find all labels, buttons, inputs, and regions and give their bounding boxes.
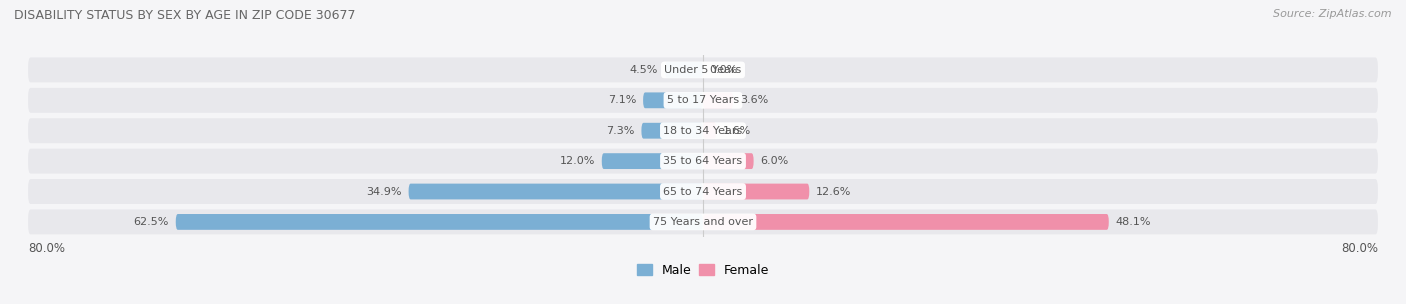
Text: 62.5%: 62.5%: [134, 217, 169, 227]
FancyBboxPatch shape: [176, 214, 703, 230]
FancyBboxPatch shape: [28, 149, 1378, 174]
Text: 12.0%: 12.0%: [560, 156, 595, 166]
FancyBboxPatch shape: [641, 123, 703, 139]
Text: 0.0%: 0.0%: [710, 65, 738, 75]
FancyBboxPatch shape: [28, 57, 1378, 82]
FancyBboxPatch shape: [28, 179, 1378, 204]
FancyBboxPatch shape: [665, 62, 703, 78]
Text: 12.6%: 12.6%: [815, 187, 852, 196]
FancyBboxPatch shape: [703, 92, 734, 108]
Text: 7.1%: 7.1%: [607, 95, 637, 105]
FancyBboxPatch shape: [703, 214, 1109, 230]
FancyBboxPatch shape: [643, 92, 703, 108]
FancyBboxPatch shape: [28, 209, 1378, 234]
Text: 35 to 64 Years: 35 to 64 Years: [664, 156, 742, 166]
Text: DISABILITY STATUS BY SEX BY AGE IN ZIP CODE 30677: DISABILITY STATUS BY SEX BY AGE IN ZIP C…: [14, 9, 356, 22]
FancyBboxPatch shape: [409, 184, 703, 199]
Text: 75 Years and over: 75 Years and over: [652, 217, 754, 227]
FancyBboxPatch shape: [602, 153, 703, 169]
Text: 34.9%: 34.9%: [367, 187, 402, 196]
Legend: Male, Female: Male, Female: [631, 259, 775, 282]
Text: 4.5%: 4.5%: [630, 65, 658, 75]
FancyBboxPatch shape: [28, 88, 1378, 113]
Text: Under 5 Years: Under 5 Years: [665, 65, 741, 75]
Text: 48.1%: 48.1%: [1115, 217, 1152, 227]
Text: 7.3%: 7.3%: [606, 126, 634, 136]
Text: Source: ZipAtlas.com: Source: ZipAtlas.com: [1274, 9, 1392, 19]
Text: 65 to 74 Years: 65 to 74 Years: [664, 187, 742, 196]
FancyBboxPatch shape: [703, 153, 754, 169]
Text: 80.0%: 80.0%: [1341, 242, 1378, 255]
FancyBboxPatch shape: [703, 123, 717, 139]
Text: 80.0%: 80.0%: [28, 242, 65, 255]
Text: 18 to 34 Years: 18 to 34 Years: [664, 126, 742, 136]
Text: 5 to 17 Years: 5 to 17 Years: [666, 95, 740, 105]
Text: 1.6%: 1.6%: [723, 126, 751, 136]
Text: 6.0%: 6.0%: [761, 156, 789, 166]
FancyBboxPatch shape: [703, 184, 810, 199]
FancyBboxPatch shape: [28, 118, 1378, 143]
Text: 3.6%: 3.6%: [740, 95, 768, 105]
